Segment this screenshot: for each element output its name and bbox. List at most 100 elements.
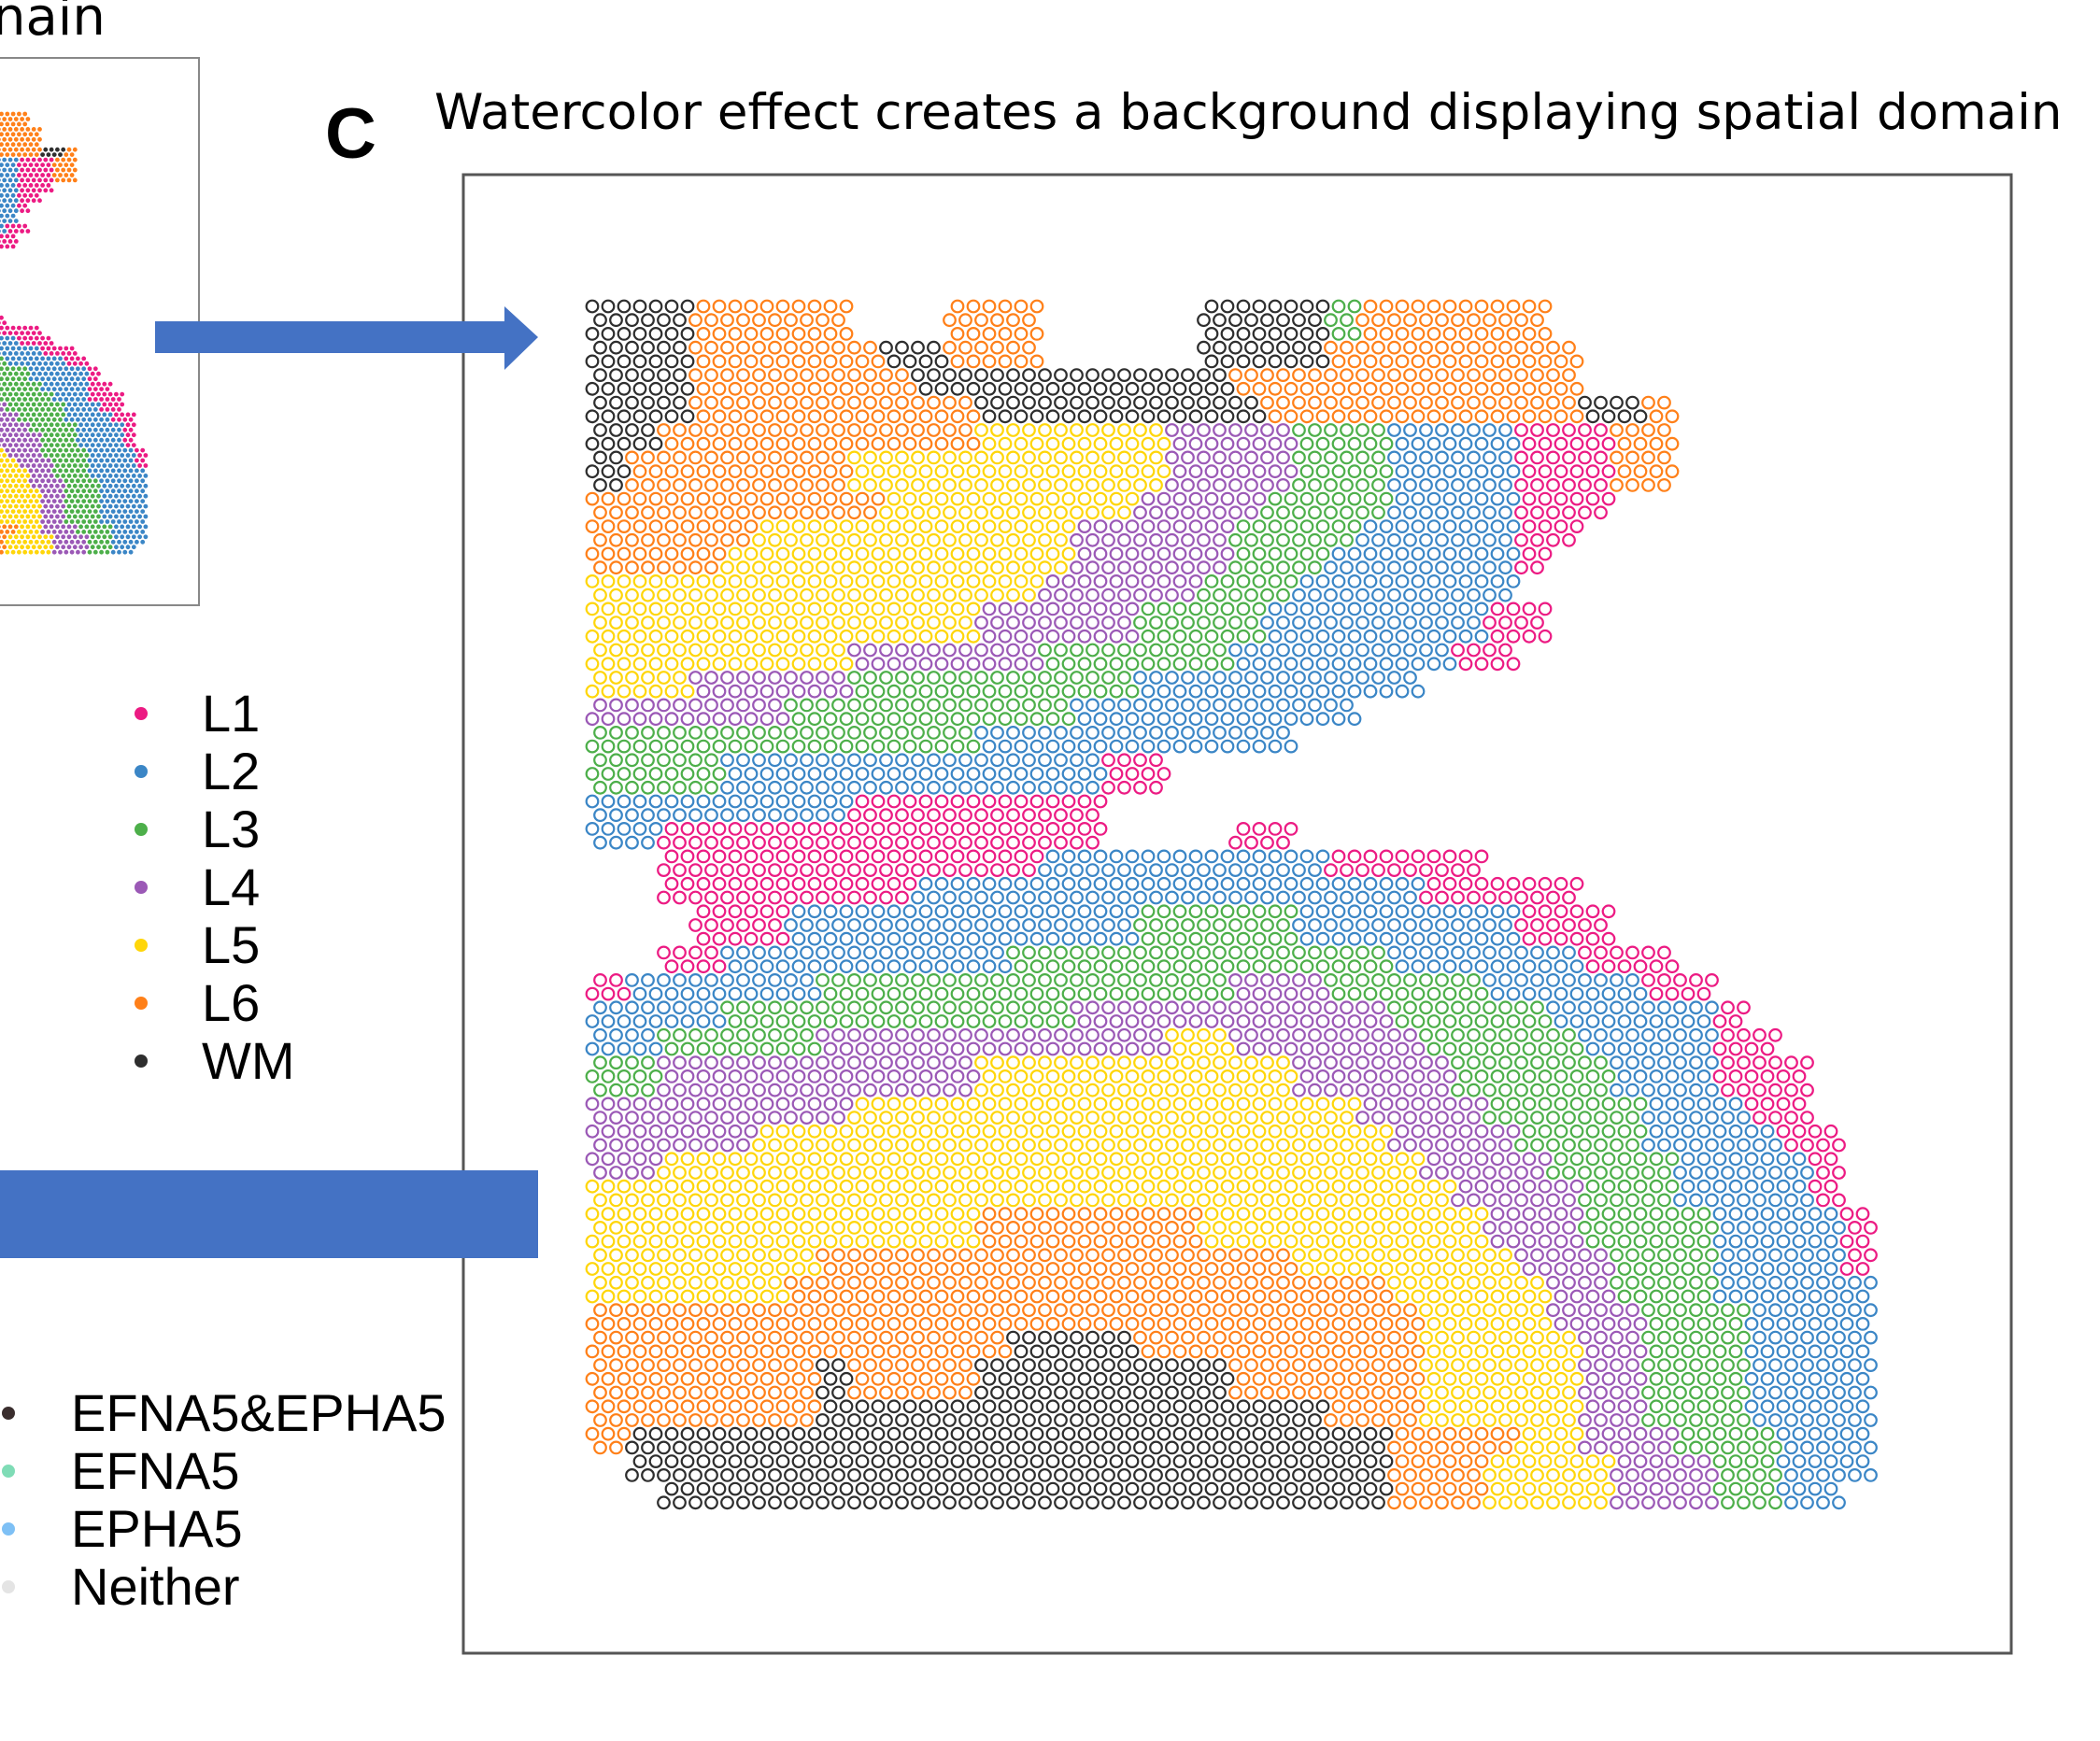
spot-2 — [91, 474, 95, 478]
spot-6 — [17, 152, 21, 157]
spot-3 — [50, 422, 54, 427]
spot-2 — [5, 336, 9, 341]
spot-1 — [26, 229, 31, 234]
spot-3 — [17, 376, 21, 381]
spot-3 — [64, 438, 68, 443]
spot-3 — [32, 382, 36, 387]
spot-2 — [111, 459, 116, 463]
spot-6 — [22, 152, 27, 157]
spot-1 — [14, 229, 19, 234]
spot-2 — [26, 351, 31, 356]
spot-2 — [70, 376, 75, 381]
spot-2 — [55, 392, 60, 397]
spot-4 — [32, 463, 36, 468]
spot-5 — [8, 474, 13, 478]
spot-2 — [144, 504, 149, 509]
spot-2 — [81, 387, 86, 391]
spot-4 — [32, 453, 36, 458]
spot-1 — [2, 239, 7, 244]
spot-1 — [37, 158, 42, 163]
spot-6 — [64, 163, 68, 167]
spot-3 — [40, 397, 45, 402]
spot-6 — [32, 127, 36, 132]
spot-1 — [29, 183, 34, 188]
spot-3 — [35, 397, 39, 402]
spot-1 — [93, 366, 98, 371]
spot-1 — [117, 418, 121, 422]
spot-3 — [20, 372, 24, 376]
spot-6 — [35, 132, 39, 136]
spot-2 — [14, 208, 19, 213]
spot-2 — [2, 351, 7, 356]
spot-4 — [20, 443, 24, 447]
spot-2 — [0, 168, 1, 173]
spot-W — [58, 152, 63, 157]
spot-2 — [132, 474, 136, 478]
spot-1 — [88, 387, 92, 391]
spot-6 — [26, 117, 31, 121]
spot-3 — [26, 372, 31, 376]
spot-1 — [73, 351, 78, 356]
spot-4 — [2, 432, 7, 437]
spot-2 — [14, 198, 19, 203]
spot-1 — [8, 229, 13, 234]
spot-2 — [0, 193, 4, 198]
spot-4 — [29, 469, 34, 474]
spot-1 — [50, 341, 54, 346]
spot-1 — [26, 188, 31, 192]
spot-1 — [5, 245, 9, 249]
spot-1 — [122, 428, 127, 432]
spot-3 — [40, 428, 45, 432]
spot-2 — [61, 392, 65, 397]
spot-2 — [96, 413, 101, 418]
spot-2 — [14, 168, 19, 173]
spot-3 — [61, 463, 65, 468]
spot-1 — [106, 397, 110, 402]
spot-2 — [0, 158, 1, 163]
spot-2 — [58, 397, 63, 402]
spot-3 — [26, 403, 31, 407]
spot-2 — [91, 403, 95, 407]
spot-2 — [61, 372, 65, 376]
spot-3 — [11, 376, 16, 381]
spot-4 — [22, 448, 27, 453]
spot-2 — [0, 208, 1, 213]
spot-2 — [52, 387, 57, 391]
spot-4 — [32, 484, 36, 488]
spot-3 — [43, 432, 48, 437]
spot-2 — [20, 351, 24, 356]
spot-5 — [14, 484, 19, 488]
spot-1 — [40, 173, 45, 177]
spot-1 — [91, 372, 95, 376]
spot-5 — [8, 494, 13, 499]
spot-5 — [11, 469, 16, 474]
spot-3 — [55, 432, 60, 437]
spot-2 — [8, 158, 13, 163]
spot-5 — [0, 448, 4, 453]
spot-6 — [67, 178, 72, 183]
spot-1 — [17, 224, 21, 229]
spot-4 — [47, 509, 51, 514]
spot-6 — [17, 112, 21, 117]
spot-2 — [61, 382, 65, 387]
spot-1 — [40, 163, 45, 167]
spot-1 — [99, 407, 104, 412]
spot-2 — [73, 413, 78, 418]
spot-3 — [17, 366, 21, 371]
spot-2 — [8, 168, 13, 173]
spot-3 — [52, 418, 57, 422]
spot-3 — [14, 392, 19, 397]
spot-5 — [14, 494, 19, 499]
spot-2 — [129, 478, 134, 483]
spot-1 — [106, 407, 110, 412]
spot-1 — [96, 382, 101, 387]
spot-1 — [144, 453, 149, 458]
spot-4 — [37, 443, 42, 447]
spot-4 — [61, 484, 65, 488]
spot-6 — [22, 112, 27, 117]
spot-5 — [32, 494, 36, 499]
spot-2 — [108, 432, 113, 437]
spot-4 — [47, 459, 51, 463]
spot-6 — [2, 137, 7, 142]
spot-2 — [93, 418, 98, 422]
